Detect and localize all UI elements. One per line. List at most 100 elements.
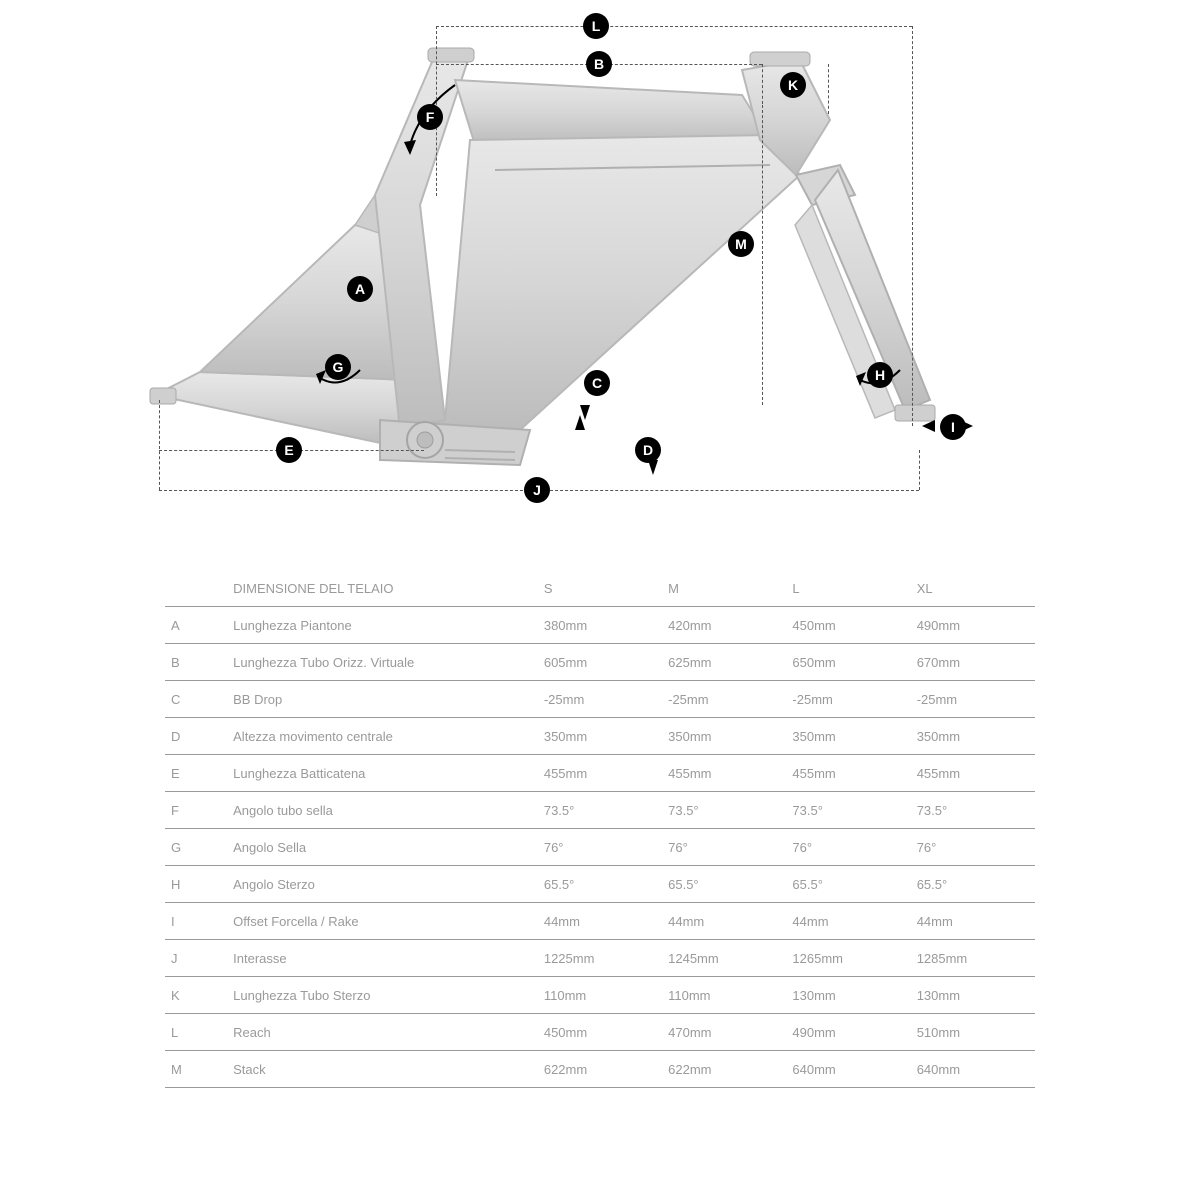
dimension-marker-d: D xyxy=(635,437,661,463)
table-row: MStack622mm622mm640mm640mm xyxy=(165,1051,1035,1088)
row-value: 130mm xyxy=(786,977,910,1014)
table-row: DAltezza movimento centrale350mm350mm350… xyxy=(165,718,1035,755)
dimension-line xyxy=(762,105,763,405)
row-letter: D xyxy=(165,718,227,755)
row-value: 73.5° xyxy=(911,792,1035,829)
header-label: DIMENSIONE DEL TELAIO xyxy=(227,570,538,607)
row-value: 44mm xyxy=(538,903,662,940)
dimension-line xyxy=(919,450,920,490)
dimension-marker-i: I xyxy=(940,414,966,440)
row-value: 350mm xyxy=(786,718,910,755)
row-value: 650mm xyxy=(786,644,910,681)
dimension-marker-c: C xyxy=(584,370,610,396)
row-value: 350mm xyxy=(662,718,786,755)
row-letter: I xyxy=(165,903,227,940)
row-value: 455mm xyxy=(538,755,662,792)
row-value: 640mm xyxy=(786,1051,910,1088)
row-value: 44mm xyxy=(662,903,786,940)
row-value: 73.5° xyxy=(786,792,910,829)
row-value: 65.5° xyxy=(786,866,910,903)
dimension-marker-h: H xyxy=(867,362,893,388)
row-value: 73.5° xyxy=(538,792,662,829)
row-value: 44mm xyxy=(911,903,1035,940)
row-letter: G xyxy=(165,829,227,866)
table-row: IOffset Forcella / Rake44mm44mm44mm44mm xyxy=(165,903,1035,940)
row-value: 65.5° xyxy=(538,866,662,903)
row-value: 605mm xyxy=(538,644,662,681)
row-value: 420mm xyxy=(662,607,786,644)
row-value: 1245mm xyxy=(662,940,786,977)
row-value: 76° xyxy=(786,829,910,866)
row-letter: J xyxy=(165,940,227,977)
row-value: 73.5° xyxy=(662,792,786,829)
row-value: 622mm xyxy=(662,1051,786,1088)
bike-frame-svg xyxy=(0,0,1200,540)
row-value: 622mm xyxy=(538,1051,662,1088)
row-letter: C xyxy=(165,681,227,718)
row-value: 1265mm xyxy=(786,940,910,977)
row-value: 76° xyxy=(538,829,662,866)
row-name: Reach xyxy=(227,1014,538,1051)
row-value: 110mm xyxy=(538,977,662,1014)
row-name: Angolo tubo sella xyxy=(227,792,538,829)
row-name: Lunghezza Piantone xyxy=(227,607,538,644)
dimension-marker-e: E xyxy=(276,437,302,463)
row-value: 350mm xyxy=(911,718,1035,755)
row-value: 490mm xyxy=(786,1014,910,1051)
row-value: 65.5° xyxy=(911,866,1035,903)
geometry-diagram: ABCDEFGHIJKLM xyxy=(0,0,1200,540)
table-row: GAngolo Sella76°76°76°76° xyxy=(165,829,1035,866)
row-letter: M xyxy=(165,1051,227,1088)
row-value: -25mm xyxy=(538,681,662,718)
table-row: HAngolo Sterzo65.5°65.5°65.5°65.5° xyxy=(165,866,1035,903)
table-row: LReach450mm470mm490mm510mm xyxy=(165,1014,1035,1051)
size-col-3: XL xyxy=(911,570,1035,607)
row-value: 450mm xyxy=(786,607,910,644)
row-letter: K xyxy=(165,977,227,1014)
row-value: 76° xyxy=(911,829,1035,866)
row-name: Altezza movimento centrale xyxy=(227,718,538,755)
size-col-0: S xyxy=(538,570,662,607)
table-row: FAngolo tubo sella73.5°73.5°73.5°73.5° xyxy=(165,792,1035,829)
row-name: Lunghezza Tubo Orizz. Virtuale xyxy=(227,644,538,681)
row-name: Offset Forcella / Rake xyxy=(227,903,538,940)
row-name: Angolo Sterzo xyxy=(227,866,538,903)
table-row: BLunghezza Tubo Orizz. Virtuale605mm625m… xyxy=(165,644,1035,681)
row-value: -25mm xyxy=(911,681,1035,718)
row-letter: L xyxy=(165,1014,227,1051)
row-value: 350mm xyxy=(538,718,662,755)
dimension-marker-m: M xyxy=(728,231,754,257)
row-value: 1285mm xyxy=(911,940,1035,977)
row-value: 510mm xyxy=(911,1014,1035,1051)
dimension-line xyxy=(912,26,913,426)
row-value: 110mm xyxy=(662,977,786,1014)
row-value: 455mm xyxy=(662,755,786,792)
table-row: KLunghezza Tubo Sterzo110mm110mm130mm130… xyxy=(165,977,1035,1014)
dimension-line xyxy=(159,400,160,490)
dimension-marker-j: J xyxy=(524,477,550,503)
row-value: 76° xyxy=(662,829,786,866)
row-value: 380mm xyxy=(538,607,662,644)
row-value: 640mm xyxy=(911,1051,1035,1088)
row-letter: B xyxy=(165,644,227,681)
row-letter: F xyxy=(165,792,227,829)
row-value: 670mm xyxy=(911,644,1035,681)
row-value: 490mm xyxy=(911,607,1035,644)
row-value: 470mm xyxy=(662,1014,786,1051)
row-value: 455mm xyxy=(786,755,910,792)
row-value: -25mm xyxy=(786,681,910,718)
dimension-line xyxy=(762,64,763,104)
row-value: 130mm xyxy=(911,977,1035,1014)
dimension-line xyxy=(828,64,829,114)
row-value: 625mm xyxy=(662,644,786,681)
row-name: Lunghezza Batticatena xyxy=(227,755,538,792)
dimension-marker-a: A xyxy=(347,276,373,302)
row-name: Stack xyxy=(227,1051,538,1088)
row-name: Lunghezza Tubo Sterzo xyxy=(227,977,538,1014)
dimension-marker-k: K xyxy=(780,72,806,98)
table-row: ALunghezza Piantone380mm420mm450mm490mm xyxy=(165,607,1035,644)
row-name: BB Drop xyxy=(227,681,538,718)
dimension-marker-l: L xyxy=(583,13,609,39)
dimension-marker-b: B xyxy=(586,51,612,77)
dimension-marker-g: G xyxy=(325,354,351,380)
